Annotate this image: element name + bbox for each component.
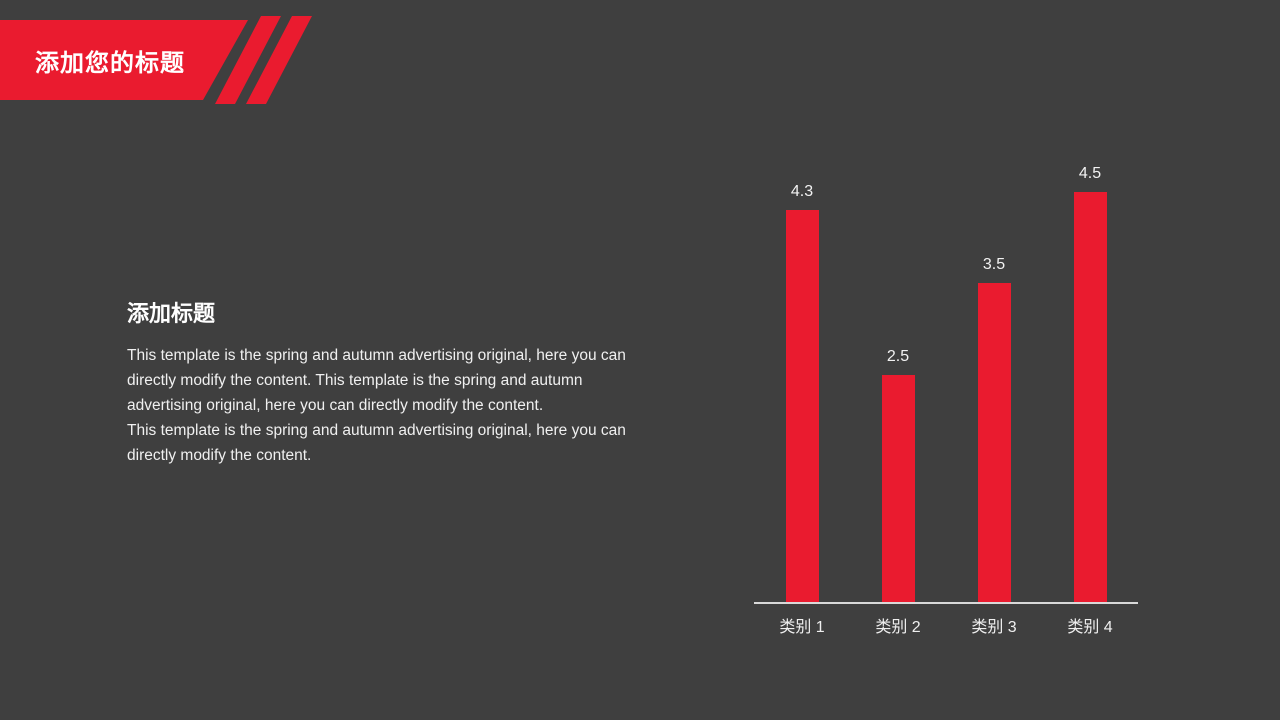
category-label: 类别 4 <box>1067 619 1113 636</box>
bar-value-label: 4.5 <box>1078 165 1102 183</box>
bar <box>1073 192 1107 603</box>
chart-x-axis-line <box>754 602 1138 604</box>
bar-value-label: 3.5 <box>982 256 1006 274</box>
chart-column: 4.5 <box>1042 165 1138 603</box>
header-banner-shape <box>0 20 248 100</box>
body-paragraph-1: This template is the spring and autumn a… <box>127 347 626 414</box>
diagonal-stripe-2 <box>246 16 312 104</box>
bar-value-label: 2.5 <box>886 347 910 365</box>
category-label: 类别 1 <box>779 619 825 636</box>
bar <box>881 374 915 603</box>
content-text-block: 添加标题 This template is the spring and aut… <box>127 299 637 468</box>
bar <box>785 210 819 603</box>
diagonal-stripe-1 <box>215 16 281 104</box>
bar-chart-categories: 类别 1 类别 2 类别 3 类别 4 <box>754 613 1138 637</box>
chart-column: 4.3 <box>754 183 850 603</box>
bar-chart-plot: 4.3 2.5 3.5 4.5 <box>754 160 1138 603</box>
header-banner-decoration <box>0 16 312 104</box>
category-label: 类别 2 <box>875 619 921 636</box>
chart-column: 3.5 <box>946 256 1042 603</box>
category-label: 类别 3 <box>971 619 1017 636</box>
section-title: 添加标题 <box>127 301 216 326</box>
bar <box>977 283 1011 603</box>
body-paragraph-2: This template is the spring and autumn a… <box>127 422 626 464</box>
chart-column: 2.5 <box>850 348 946 603</box>
slide-header-title: 添加您的标题 <box>35 49 185 77</box>
bar-value-label: 4.3 <box>790 183 814 201</box>
